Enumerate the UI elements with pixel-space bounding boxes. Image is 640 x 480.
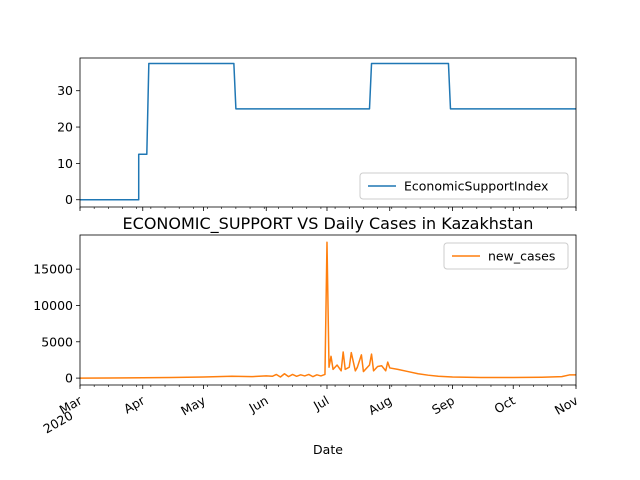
x-tick-label: May bbox=[178, 392, 208, 418]
x-tick-label: Apr bbox=[121, 392, 148, 416]
legend: new_cases bbox=[443, 242, 569, 270]
legend-box bbox=[443, 242, 569, 270]
x-tick-label: Aug bbox=[366, 393, 395, 418]
y-tick-label: 0 bbox=[65, 371, 73, 386]
series-line-EconomicSupportIndex bbox=[80, 62, 576, 201]
y-tick-label: 15000 bbox=[33, 262, 73, 277]
plot-frame bbox=[79, 57, 577, 208]
x-tick-label: Jun bbox=[245, 393, 270, 416]
x-tick-label: Sep bbox=[429, 393, 457, 418]
y-tick-label: 5000 bbox=[41, 334, 73, 349]
x-tick-label: Oct bbox=[492, 393, 518, 417]
series-line-new_cases bbox=[79, 241, 576, 379]
top-panel: 0 10 20 30 EconomicSupportIndex bbox=[57, 57, 577, 211]
legend-label: EconomicSupportIndex bbox=[404, 179, 548, 194]
legend-label: new_cases bbox=[488, 249, 555, 264]
legend-box bbox=[359, 172, 569, 200]
chart-title: ECONOMIC_SUPPORT VS Daily Cases in Kazak… bbox=[123, 214, 534, 234]
x-axis-label: Date bbox=[313, 442, 343, 457]
y-tick-label: 20 bbox=[57, 120, 73, 135]
legend: EconomicSupportIndex bbox=[359, 172, 569, 200]
plot-frame bbox=[79, 234, 577, 386]
y-tick-label: 30 bbox=[57, 83, 73, 98]
x-tick-label: Nov bbox=[552, 392, 581, 417]
x-tick-label: Jul bbox=[310, 393, 331, 414]
y-tick-label: 10 bbox=[57, 156, 73, 171]
y-tick-label: 0 bbox=[65, 192, 73, 207]
y-tick-label: 10000 bbox=[33, 298, 73, 313]
x-tick-year-label: 2020 bbox=[40, 408, 75, 437]
